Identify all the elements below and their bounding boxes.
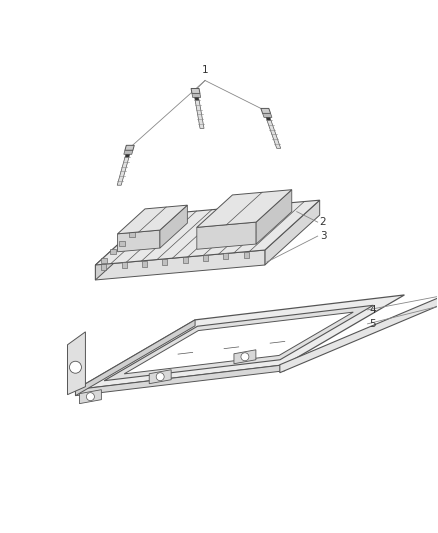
Polygon shape	[117, 157, 129, 185]
Polygon shape	[162, 259, 167, 265]
Polygon shape	[194, 98, 199, 100]
Polygon shape	[95, 250, 265, 280]
Polygon shape	[124, 312, 353, 374]
Polygon shape	[197, 222, 256, 249]
Circle shape	[156, 373, 164, 381]
Text: 2: 2	[320, 217, 326, 227]
Polygon shape	[101, 257, 106, 263]
Polygon shape	[142, 261, 147, 266]
Polygon shape	[117, 230, 160, 252]
Text: 5: 5	[370, 319, 376, 329]
Polygon shape	[149, 370, 171, 384]
Polygon shape	[119, 240, 125, 246]
Circle shape	[70, 361, 81, 373]
Polygon shape	[197, 190, 292, 228]
Polygon shape	[101, 264, 106, 270]
Polygon shape	[95, 215, 150, 280]
Polygon shape	[191, 88, 200, 93]
Polygon shape	[203, 255, 208, 261]
Polygon shape	[75, 365, 285, 395]
Polygon shape	[266, 117, 271, 120]
Polygon shape	[117, 205, 187, 234]
Polygon shape	[104, 305, 373, 381]
Polygon shape	[263, 114, 272, 117]
Polygon shape	[195, 100, 204, 128]
Polygon shape	[125, 146, 134, 150]
Polygon shape	[110, 249, 116, 254]
Polygon shape	[234, 350, 256, 364]
Polygon shape	[244, 252, 249, 257]
Polygon shape	[267, 120, 281, 148]
Polygon shape	[261, 108, 271, 114]
Circle shape	[86, 393, 95, 401]
Polygon shape	[75, 295, 404, 390]
Polygon shape	[280, 287, 438, 373]
Polygon shape	[122, 262, 127, 269]
Polygon shape	[183, 257, 188, 263]
Polygon shape	[160, 205, 187, 248]
Polygon shape	[256, 190, 292, 244]
Polygon shape	[124, 150, 133, 154]
Polygon shape	[192, 93, 201, 98]
Polygon shape	[223, 254, 228, 260]
Circle shape	[241, 353, 249, 361]
Polygon shape	[125, 154, 130, 157]
Text: 4: 4	[370, 305, 376, 315]
Polygon shape	[75, 320, 195, 395]
Polygon shape	[79, 390, 101, 403]
Polygon shape	[129, 232, 134, 237]
Text: 3: 3	[320, 231, 326, 241]
Polygon shape	[265, 200, 320, 265]
Polygon shape	[138, 224, 144, 229]
Text: 1: 1	[202, 66, 208, 76]
Polygon shape	[67, 332, 85, 394]
Polygon shape	[95, 200, 320, 265]
